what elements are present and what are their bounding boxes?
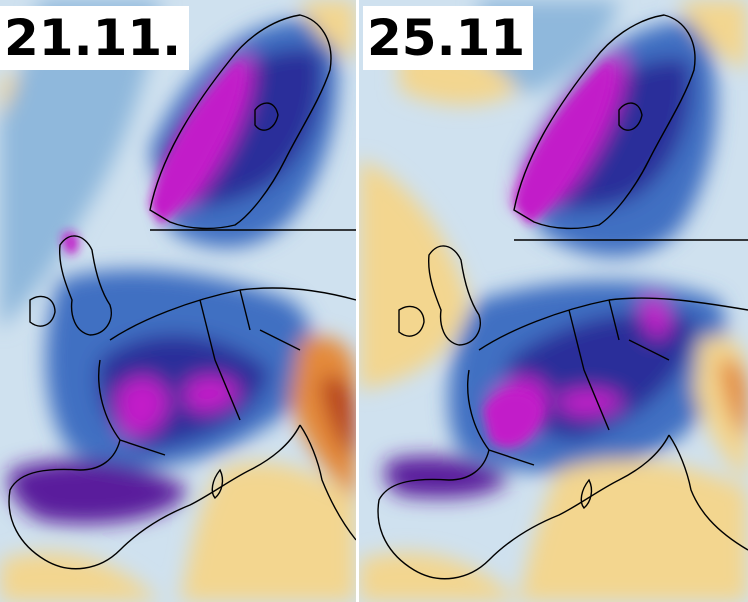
weather-map-right bbox=[359, 0, 748, 602]
coastlines-right bbox=[377, 14, 748, 580]
map-panel-left: 21.11. bbox=[0, 0, 356, 602]
date-label-right: 25.11 bbox=[363, 6, 534, 70]
panel-divider bbox=[356, 0, 359, 602]
coastlines-left bbox=[8, 14, 356, 570]
weather-map-left bbox=[0, 0, 356, 602]
date-label-left: 21.11. bbox=[0, 6, 190, 70]
anomaly-field-left bbox=[0, 0, 356, 602]
map-panel-right: 25.11 bbox=[359, 0, 748, 602]
